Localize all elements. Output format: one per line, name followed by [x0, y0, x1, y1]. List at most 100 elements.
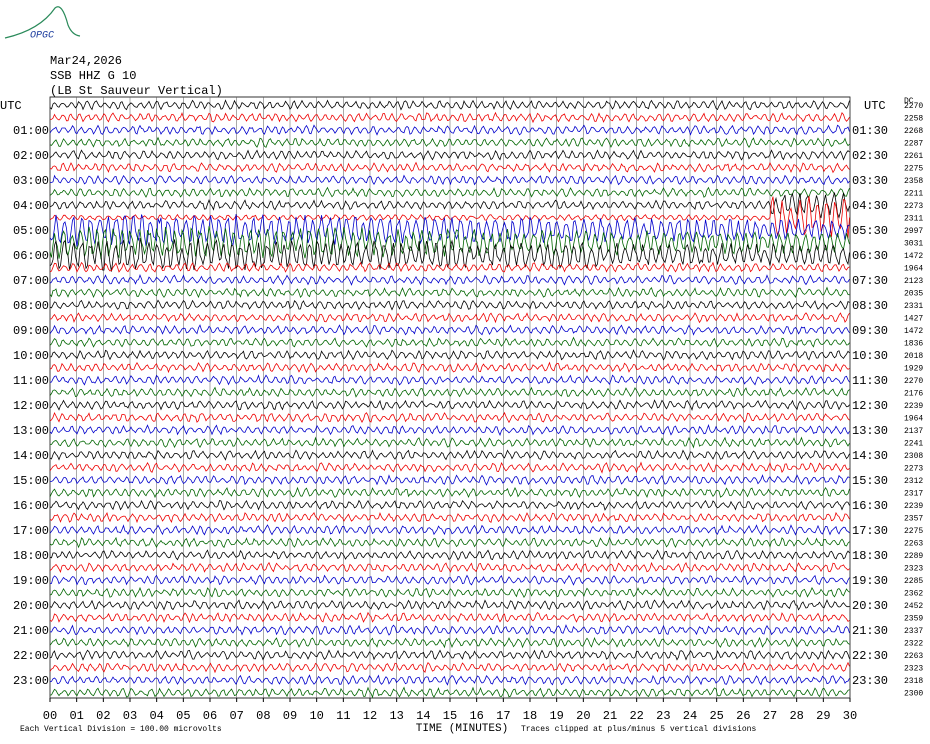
left-time-label: 11:00 [13, 374, 49, 388]
trace [49, 238, 850, 272]
trace [49, 536, 850, 549]
trace [49, 274, 850, 286]
x-tick-label: 22 [629, 709, 643, 723]
dc-value: 2317 [904, 490, 923, 499]
dc-value: 1427 [904, 315, 923, 324]
left-time-label: 14:00 [13, 449, 49, 463]
dc-value: 2308 [904, 452, 923, 461]
x-tick-label: 05 [176, 709, 190, 723]
right-time-label: 18:30 [852, 549, 888, 563]
logo: OPGC [4, 6, 81, 42]
dc-value: 2263 [904, 540, 923, 549]
dc-value: 2018 [904, 352, 923, 361]
right-time-label: 15:30 [852, 474, 888, 488]
dc-value: 2312 [904, 477, 923, 486]
trace [49, 149, 850, 161]
trace [49, 574, 850, 586]
logo-curve [4, 6, 81, 39]
scale-note: Each Vertical Division = 100.00 microvol… [20, 725, 222, 734]
dc-value: 1836 [904, 340, 923, 349]
trace [49, 674, 850, 686]
trace [49, 226, 850, 260]
logo-text: OPGC [30, 31, 54, 42]
dc-value: 2357 [904, 515, 923, 524]
trace [49, 474, 850, 486]
dc-label: DC [904, 97, 914, 106]
x-tick-label: 21 [603, 709, 617, 723]
trace [49, 636, 850, 649]
x-tick-label: 28 [789, 709, 803, 723]
dc-value: 2211 [904, 190, 923, 199]
trace [49, 624, 850, 636]
dc-value: 2337 [904, 627, 923, 636]
dc-value: 2275 [904, 165, 923, 174]
x-tick-label: 04 [149, 709, 163, 723]
x-tick-label: 07 [229, 709, 243, 723]
right-unit: UTC [864, 99, 886, 113]
x-tick-label: 02 [96, 709, 110, 723]
dc-value: 2997 [904, 227, 923, 236]
dc-value: 2273 [904, 465, 923, 474]
right-time-label: 16:30 [852, 499, 888, 513]
right-time-label: 10:30 [852, 349, 888, 363]
trace [49, 196, 850, 239]
x-tick-label: 06 [203, 709, 217, 723]
trace [50, 174, 850, 186]
right-time-label: 11:30 [852, 374, 888, 388]
dc-value: 2241 [904, 440, 923, 449]
right-time-label: 14:30 [852, 449, 888, 463]
x-tick-label: 24 [683, 709, 697, 723]
trace [49, 124, 850, 136]
left-time-label: 23:00 [13, 674, 49, 688]
x-tick-label: 03 [123, 709, 137, 723]
left-time-label: 18:00 [13, 549, 49, 563]
x-tick-label: 11 [336, 709, 350, 723]
dc-value: 2273 [904, 202, 923, 211]
right-time-label: 22:30 [852, 649, 888, 663]
x-tick-label: 01 [69, 709, 83, 723]
x-tick-label: 00 [43, 709, 57, 723]
left-time-label: 16:00 [13, 499, 49, 513]
trace [49, 299, 850, 311]
dc-value: 2331 [904, 302, 923, 311]
trace [49, 586, 850, 599]
x-tick-label: 26 [736, 709, 750, 723]
x-tick-label: 18 [523, 709, 537, 723]
dc-value: 1929 [904, 365, 923, 374]
trace [49, 661, 850, 674]
right-time-label: 06:30 [852, 249, 888, 263]
left-time-label: 13:00 [13, 424, 49, 438]
x-tick-label: 09 [283, 709, 297, 723]
dc-value: 2035 [904, 290, 923, 299]
trace [49, 561, 850, 574]
right-time-label: 12:30 [852, 399, 888, 413]
trace [49, 186, 850, 198]
right-time-label: 05:30 [852, 224, 888, 238]
x-tick-label: 19 [549, 709, 563, 723]
left-time-label: 09:00 [13, 324, 49, 338]
x-tick-label: 30 [843, 709, 857, 723]
left-time-label: 10:00 [13, 349, 49, 363]
dc-value: 2239 [904, 502, 923, 511]
trace [49, 599, 850, 611]
dc-value: 2311 [904, 215, 923, 224]
dc-value: 1472 [904, 252, 923, 261]
right-time-label: 13:30 [852, 424, 888, 438]
right-time-label: 01:30 [852, 124, 888, 138]
trace [49, 261, 850, 273]
x-tick-label: 29 [816, 709, 830, 723]
trace [49, 411, 850, 424]
trace [49, 192, 850, 219]
dc-value: 2322 [904, 640, 923, 649]
left-time-label: 03:00 [13, 174, 49, 188]
right-time-label: 21:30 [852, 624, 888, 638]
dc-value: 2300 [904, 690, 923, 699]
x-tick-label: 14 [416, 709, 430, 723]
dc-value: 2358 [904, 177, 923, 186]
right-time-label: 09:30 [852, 324, 888, 338]
trace [49, 111, 850, 124]
trace [49, 399, 850, 412]
right-time-label: 07:30 [852, 274, 888, 288]
trace [49, 449, 850, 461]
